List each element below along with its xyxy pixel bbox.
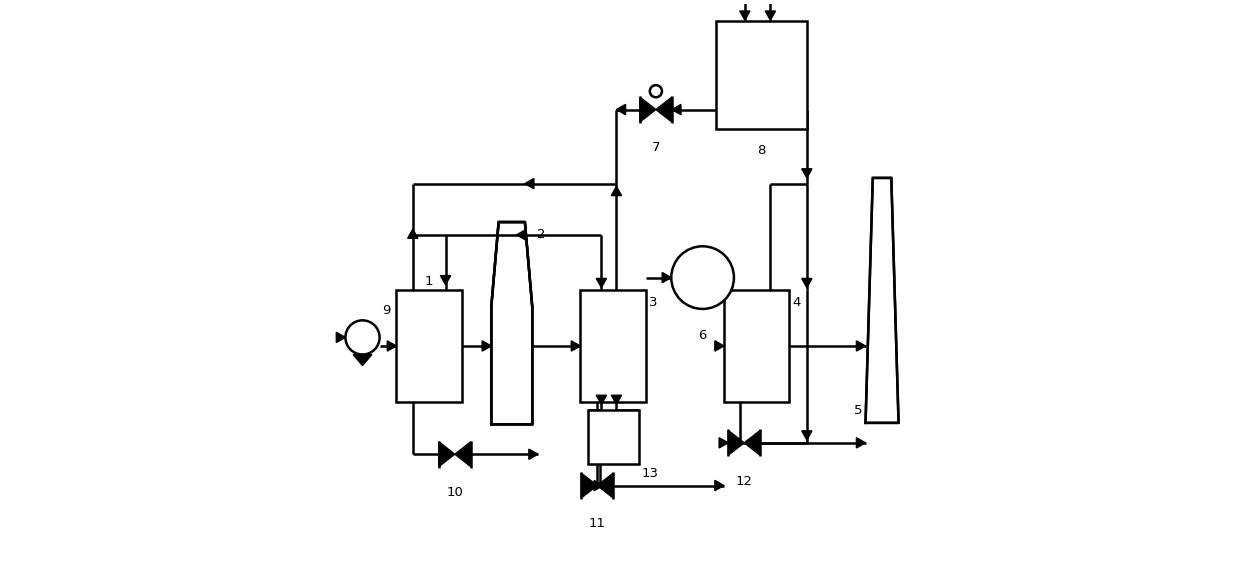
Polygon shape xyxy=(353,354,372,366)
Polygon shape xyxy=(728,431,744,455)
Polygon shape xyxy=(491,222,532,424)
Polygon shape xyxy=(672,105,681,114)
Polygon shape xyxy=(525,179,534,189)
Circle shape xyxy=(671,246,734,309)
Text: 12: 12 xyxy=(735,475,753,488)
Polygon shape xyxy=(440,276,450,285)
Bar xyxy=(580,290,646,402)
Polygon shape xyxy=(439,442,455,466)
Circle shape xyxy=(650,85,662,97)
Bar xyxy=(588,410,639,464)
Polygon shape xyxy=(594,480,603,491)
Polygon shape xyxy=(517,229,526,240)
Text: 9: 9 xyxy=(382,305,391,317)
Circle shape xyxy=(346,320,379,354)
Text: 5: 5 xyxy=(854,404,863,417)
Text: 2: 2 xyxy=(537,228,546,241)
Polygon shape xyxy=(387,341,397,351)
Text: 7: 7 xyxy=(652,142,660,154)
Text: 3: 3 xyxy=(649,296,657,309)
Polygon shape xyxy=(719,438,728,448)
Polygon shape xyxy=(596,279,606,288)
Polygon shape xyxy=(765,11,775,20)
Polygon shape xyxy=(336,332,346,343)
Polygon shape xyxy=(616,105,625,114)
Polygon shape xyxy=(611,187,621,195)
Text: 8: 8 xyxy=(758,144,765,157)
Polygon shape xyxy=(802,431,812,440)
Text: 1: 1 xyxy=(425,275,434,288)
Polygon shape xyxy=(656,97,672,122)
Polygon shape xyxy=(714,480,724,491)
Polygon shape xyxy=(482,341,491,351)
Polygon shape xyxy=(802,169,812,178)
Polygon shape xyxy=(598,473,613,498)
Polygon shape xyxy=(640,97,656,122)
Polygon shape xyxy=(408,229,418,238)
Text: 10: 10 xyxy=(446,486,464,499)
Polygon shape xyxy=(857,438,866,448)
Polygon shape xyxy=(582,473,598,498)
Polygon shape xyxy=(714,341,724,351)
Polygon shape xyxy=(528,449,538,460)
Polygon shape xyxy=(611,395,621,405)
Text: 11: 11 xyxy=(589,517,605,531)
Bar xyxy=(715,21,807,129)
Polygon shape xyxy=(596,395,606,405)
Text: 6: 6 xyxy=(698,329,707,342)
Bar xyxy=(724,290,790,402)
Polygon shape xyxy=(744,431,760,455)
Polygon shape xyxy=(740,11,750,20)
Polygon shape xyxy=(662,272,671,283)
Text: 4: 4 xyxy=(792,296,801,309)
Polygon shape xyxy=(572,341,580,351)
Polygon shape xyxy=(455,442,471,466)
Polygon shape xyxy=(802,279,812,288)
Polygon shape xyxy=(866,178,899,423)
Text: 13: 13 xyxy=(641,467,658,480)
Polygon shape xyxy=(857,341,866,351)
Bar xyxy=(397,290,463,402)
